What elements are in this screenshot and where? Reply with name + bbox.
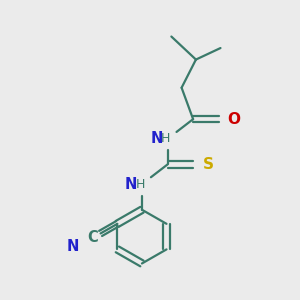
Text: N: N xyxy=(151,131,163,146)
Text: N: N xyxy=(66,239,79,254)
Text: O: O xyxy=(228,112,241,127)
Text: H: H xyxy=(136,178,145,191)
Text: N: N xyxy=(125,177,137,192)
Text: S: S xyxy=(203,157,214,172)
Text: H: H xyxy=(161,132,170,146)
Text: C: C xyxy=(87,230,98,245)
